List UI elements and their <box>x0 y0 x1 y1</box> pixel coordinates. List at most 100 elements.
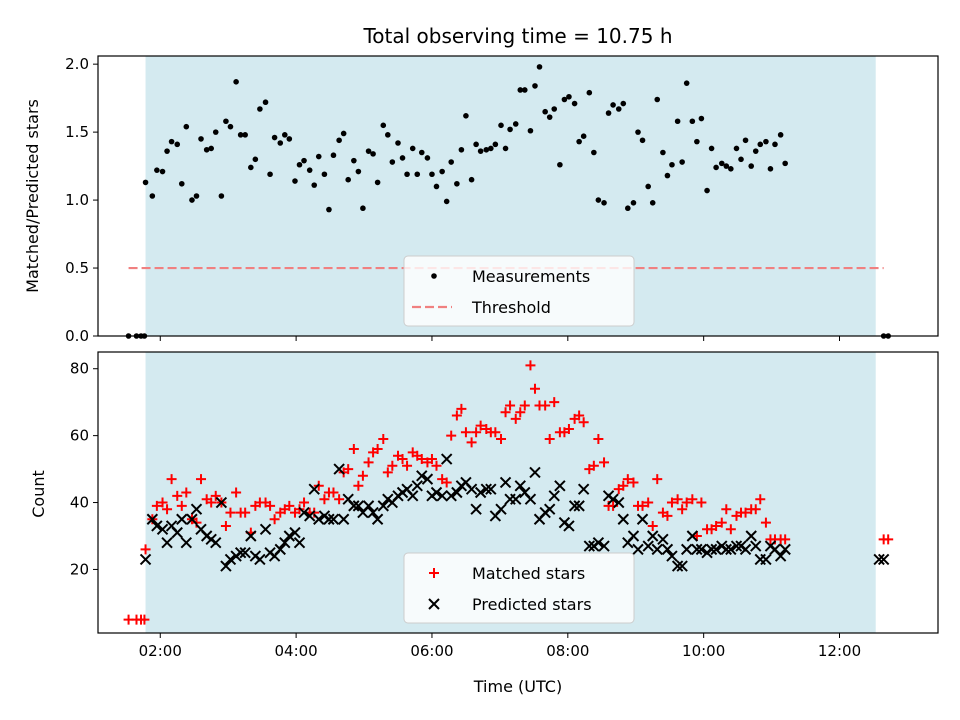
matched-point <box>210 490 221 501</box>
measurement-point <box>315 153 322 160</box>
matched-point <box>172 490 183 501</box>
matched-point <box>397 454 408 465</box>
measurement-point <box>154 167 160 173</box>
measurement-point <box>252 156 259 163</box>
legend-box <box>403 255 635 327</box>
measurement-point <box>311 182 318 188</box>
predicted-point <box>239 547 251 559</box>
predicted-point <box>161 536 173 549</box>
matched-point <box>687 494 698 505</box>
matched-point <box>588 460 599 471</box>
measurement-point <box>174 141 181 148</box>
matched-point <box>456 403 467 414</box>
measurement-point <box>620 100 627 107</box>
predicted-point <box>407 490 419 502</box>
predicted-point <box>283 530 296 542</box>
measurement-point <box>615 106 622 112</box>
measurement-point <box>542 108 548 115</box>
measurement-point <box>718 160 725 167</box>
predicted-point <box>430 486 443 499</box>
measurement-point <box>521 87 528 93</box>
legend-label: Threshold <box>471 298 551 317</box>
measurement-point <box>723 163 730 169</box>
measurement-point <box>454 180 460 187</box>
measurement-point <box>212 129 219 135</box>
predicted-point <box>499 476 512 489</box>
predicted-point <box>577 483 590 495</box>
measurement-point <box>639 137 646 144</box>
predicted-point <box>293 536 306 549</box>
predicted-point <box>451 486 463 499</box>
measurement-point <box>576 138 582 145</box>
predicted-point <box>543 503 556 515</box>
measurement-point <box>257 106 263 112</box>
matched-point <box>139 614 150 625</box>
matched-point <box>220 520 231 531</box>
predicted-point <box>745 530 757 542</box>
matched-point <box>402 460 413 471</box>
predicted-point <box>348 500 360 512</box>
predicted-point <box>327 513 340 525</box>
predicted-point <box>465 483 478 495</box>
matched-point <box>593 433 604 444</box>
matched-point <box>225 507 236 518</box>
predicted-point <box>510 493 522 505</box>
measurement-point <box>463 113 469 119</box>
measurement-point <box>772 141 778 148</box>
measurement-point <box>674 118 681 125</box>
series-measurements <box>125 64 891 339</box>
measurement-point <box>189 197 195 203</box>
predicted-point <box>220 560 232 572</box>
predicted-point <box>774 550 787 562</box>
measurement-point <box>242 132 248 138</box>
measurement-point <box>767 166 774 172</box>
matched-point <box>460 427 471 438</box>
matched-point <box>672 494 683 505</box>
matched-point <box>563 423 574 434</box>
matched-point <box>622 474 633 485</box>
matched-point <box>431 460 442 471</box>
y-tick-label: 80 <box>70 360 89 378</box>
measurement-point <box>517 87 524 93</box>
measurement-point <box>763 138 769 145</box>
predicted-point <box>436 490 448 502</box>
measurement-point <box>502 145 509 152</box>
measurement-point <box>625 205 631 212</box>
predicted-point <box>190 503 203 515</box>
matched-point <box>677 504 688 515</box>
matched-point <box>231 487 242 498</box>
predicted-point <box>529 466 541 479</box>
matched-point <box>240 507 251 518</box>
measurement-point <box>708 145 715 152</box>
predicted-point <box>333 463 345 475</box>
measurement-point <box>660 149 666 156</box>
measurement-point <box>301 157 307 164</box>
series-matched-stars <box>123 360 894 625</box>
predicted-point <box>298 506 310 519</box>
measurement-point <box>281 132 288 138</box>
predicted-point <box>671 560 684 572</box>
measurement-point <box>399 155 406 161</box>
measurement-point <box>483 146 490 153</box>
measurement-point <box>586 89 593 96</box>
measurement-point <box>654 96 661 103</box>
measurement-point <box>595 197 602 203</box>
measurement-point <box>473 141 479 148</box>
top-y-axis-label: Matched/Predicted stars <box>23 99 42 293</box>
predicted-point <box>680 543 693 556</box>
predicted-point <box>210 536 222 549</box>
matched-point <box>666 497 677 508</box>
y-tick-label: 20 <box>70 560 89 578</box>
predicted-point <box>627 530 640 542</box>
matched-point <box>755 494 766 505</box>
measurement-point <box>649 199 656 206</box>
predicted-point <box>598 540 610 552</box>
measurement-point <box>645 183 651 190</box>
matched-point <box>883 534 894 545</box>
predicted-point <box>470 503 482 515</box>
matched-point <box>446 430 457 441</box>
measurement-point <box>536 64 543 70</box>
legend-label: Predicted stars <box>472 595 592 614</box>
matched-point <box>269 514 280 525</box>
